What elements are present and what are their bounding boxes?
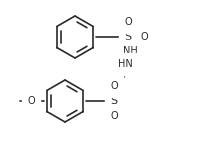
Text: O: O [124, 17, 132, 27]
Text: O: O [110, 111, 118, 121]
Text: S: S [124, 32, 132, 42]
Text: HN: HN [118, 59, 132, 69]
Text: O: O [27, 96, 35, 106]
Text: O: O [140, 32, 148, 42]
Text: S: S [110, 96, 118, 106]
Text: NH: NH [123, 46, 137, 56]
Text: O: O [110, 81, 118, 91]
